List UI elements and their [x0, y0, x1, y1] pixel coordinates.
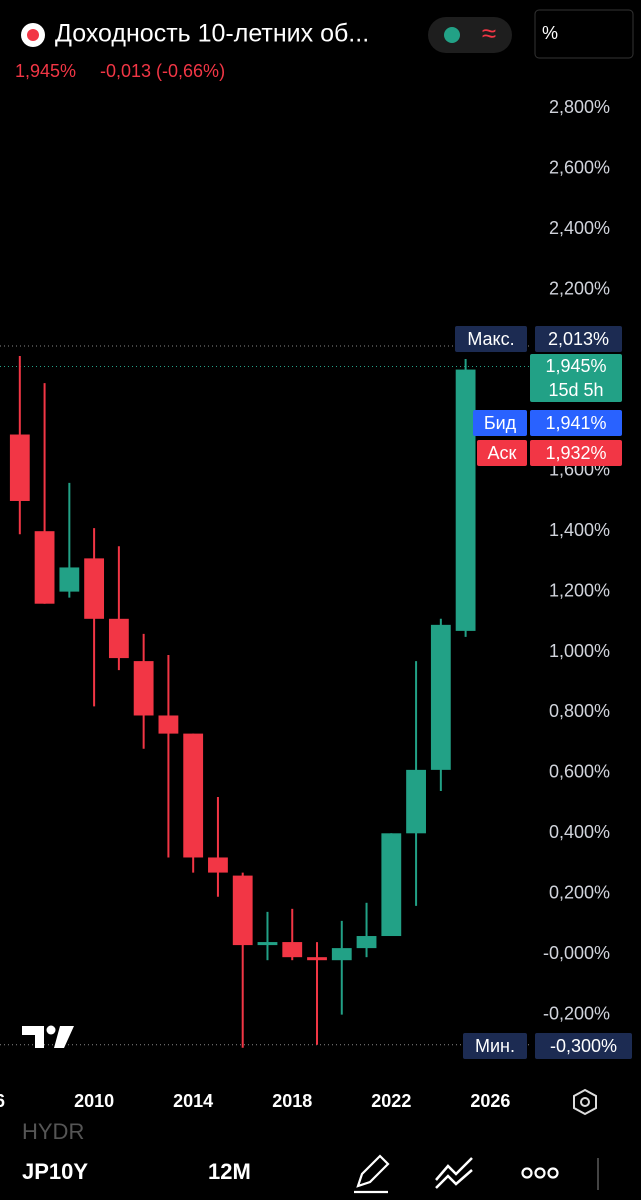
x-tick-label: 2018 [272, 1091, 312, 1111]
bid-value-box [530, 410, 622, 436]
current-value: 1,945% [545, 356, 606, 376]
min-label: Мин. [475, 1036, 515, 1056]
candle-body [158, 715, 179, 734]
bid-label: Бид [484, 413, 517, 433]
current-box [530, 354, 622, 402]
max-value-box [535, 326, 622, 352]
ask-value-box [530, 440, 622, 466]
countdown: 15d 5h [548, 380, 603, 400]
y-tick-label: 2,400% [549, 218, 610, 238]
settings-icon[interactable] [573, 1088, 597, 1116]
candle-body [208, 857, 228, 873]
y-tick-label: 2,800% [549, 97, 610, 117]
mode-dot [444, 27, 460, 43]
min-value-box [535, 1033, 632, 1059]
chart-title[interactable]: Доходность 10-летних об... [55, 20, 369, 48]
bid-value: 1,941% [545, 413, 606, 433]
y-tick-label: 1,200% [549, 580, 610, 600]
min-label-box [463, 1033, 527, 1059]
candle-body [282, 942, 303, 958]
unit-button-label: % [542, 23, 558, 43]
candle-body [257, 942, 278, 946]
candle-body [9, 434, 30, 501]
ask-label: Аск [488, 443, 517, 463]
y-tick-label: -0,000% [543, 943, 610, 963]
candle-body [232, 875, 253, 946]
candle-body [59, 567, 80, 592]
y-tick-label: 0,400% [549, 822, 610, 842]
unit-button[interactable] [534, 9, 634, 59]
indicators-icon[interactable] [435, 1157, 473, 1189]
y-tick-label: 0,200% [549, 882, 610, 902]
price-change: -0,013 (-0,66%) [100, 61, 225, 81]
candle-body [84, 558, 105, 619]
x-tick-label: 2026 [470, 1091, 510, 1111]
candle-body [108, 618, 129, 659]
candle-body [356, 936, 377, 949]
last-price: 1,945% [15, 61, 76, 81]
candle-body [331, 948, 352, 961]
plot: 2,800%2,600%2,400%2,200%1,600%1,400%1,20… [0, 97, 632, 1111]
y-tick-label: -0,200% [543, 1003, 610, 1023]
max-value: 2,013% [548, 329, 609, 349]
y-tick-label: 0,800% [549, 701, 610, 721]
draw-icon[interactable] [354, 1154, 390, 1194]
bid-label-box [473, 410, 527, 436]
y-tick-label: 0,600% [549, 762, 610, 782]
max-label: Макс. [467, 329, 514, 349]
x-tick-label: 2014 [173, 1091, 213, 1111]
y-tick-label: 1,400% [549, 520, 610, 540]
more-icon[interactable] [521, 1167, 559, 1179]
ask-label-box [477, 440, 527, 466]
candle-body [430, 624, 451, 770]
candle-body [455, 369, 476, 631]
logo [22, 1025, 74, 1048]
mode-icon: ≈ [482, 18, 496, 48]
candle-body [406, 769, 426, 834]
candle-body [133, 661, 154, 716]
x-tick-label: 2010 [74, 1091, 114, 1111]
status-dot-core [27, 29, 39, 41]
y-tick-label: 2,600% [549, 157, 610, 177]
symbol[interactable]: JP10Y [22, 1159, 88, 1184]
candle-body [307, 957, 327, 961]
ghost-symbol: HYDR [22, 1119, 84, 1144]
max-label-box [455, 326, 527, 352]
candle-body [183, 733, 204, 858]
y-tick-label: 1,000% [549, 641, 610, 661]
interval[interactable]: 12M [208, 1159, 251, 1184]
min-value: -0,300% [550, 1036, 617, 1056]
candle-body [381, 833, 402, 937]
x-tick-label: 06 [0, 1091, 5, 1111]
candle-body [34, 531, 55, 604]
mode-pill[interactable] [428, 17, 512, 53]
ask-value: 1,932% [545, 443, 606, 463]
bottom-bar [0, 1140, 641, 1200]
y-tick-label: 2,200% [549, 278, 610, 298]
x-tick-label: 2022 [371, 1091, 411, 1111]
